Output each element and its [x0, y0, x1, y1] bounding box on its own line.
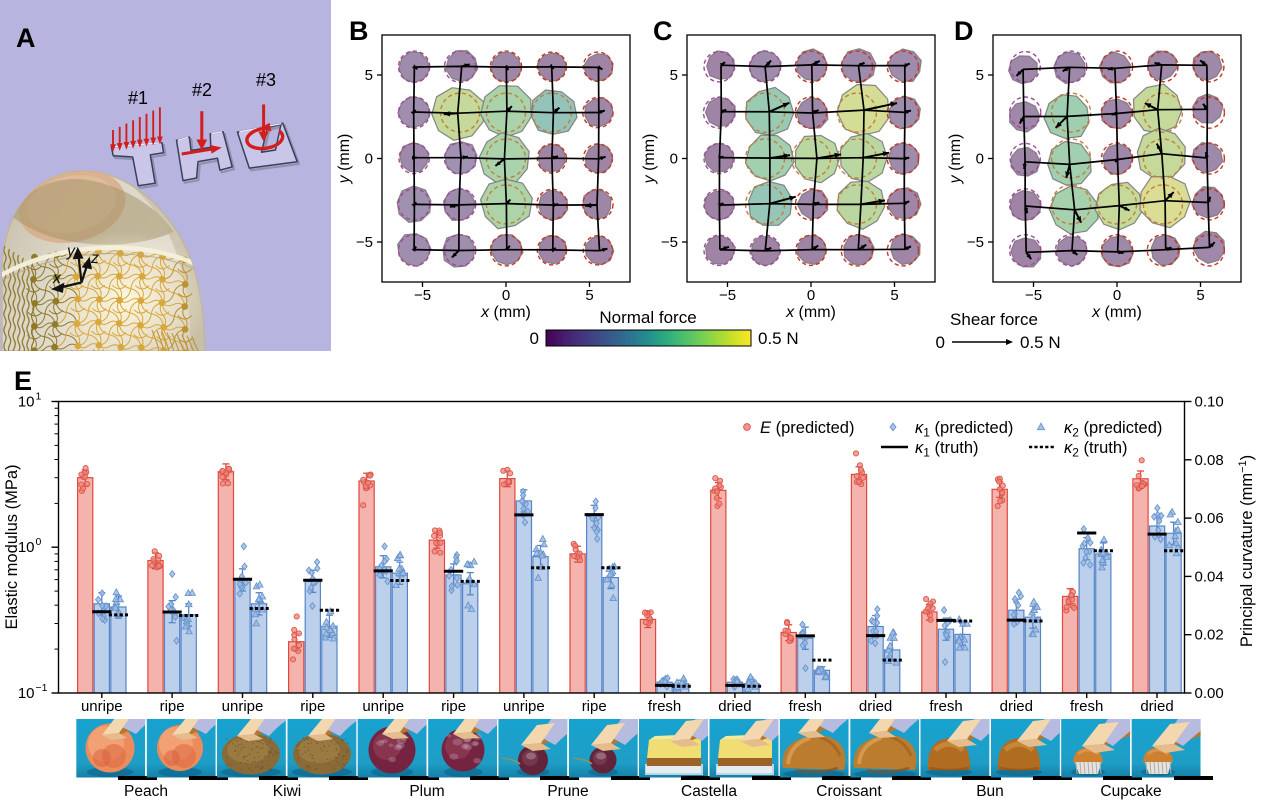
- svg-text:5: 5: [976, 67, 984, 84]
- svg-text:0.04: 0.04: [1195, 568, 1224, 585]
- svg-text:x: x: [52, 270, 62, 287]
- svg-text:Principal curvature (mm−1): Principal curvature (mm−1): [1237, 455, 1256, 647]
- svg-text:0.00: 0.00: [1195, 685, 1224, 702]
- svg-text:0.08: 0.08: [1195, 452, 1224, 469]
- svg-text:κ2 (predicted): κ2 (predicted): [1064, 419, 1162, 440]
- svg-text:y (mm): y (mm): [641, 134, 658, 185]
- svg-text:ripe: ripe: [582, 698, 607, 715]
- svg-text:#3: #3: [256, 70, 276, 90]
- svg-text:0: 0: [807, 287, 815, 304]
- svg-text:5: 5: [670, 67, 678, 84]
- svg-text:Bun: Bun: [976, 783, 1004, 800]
- svg-text:Kiwi: Kiwi: [273, 783, 301, 800]
- svg-text:E: E: [14, 366, 32, 396]
- svg-text:10: 10: [18, 394, 35, 411]
- svg-text:−5: −5: [719, 287, 736, 304]
- svg-text:unripe: unripe: [81, 698, 123, 715]
- svg-text:5: 5: [890, 287, 898, 304]
- svg-text:Plum: Plum: [409, 783, 444, 800]
- svg-text:dried: dried: [1000, 698, 1033, 715]
- svg-text:D: D: [954, 16, 974, 46]
- svg-text:Prune: Prune: [547, 783, 588, 800]
- svg-text:0: 0: [36, 536, 42, 548]
- svg-text:C: C: [653, 16, 673, 46]
- svg-text:Normal force: Normal force: [599, 308, 696, 327]
- svg-text:0.5 N: 0.5 N: [758, 329, 799, 348]
- svg-text:dried: dried: [859, 698, 892, 715]
- svg-text:0: 0: [530, 329, 539, 348]
- svg-text:κ1 (truth): κ1 (truth): [915, 439, 979, 460]
- svg-text:−5: −5: [967, 234, 984, 251]
- svg-text:0: 0: [502, 287, 510, 304]
- svg-text:B: B: [349, 16, 369, 46]
- svg-text:−5: −5: [1025, 287, 1042, 304]
- svg-text:ripe: ripe: [300, 698, 325, 715]
- svg-text:dried: dried: [1140, 698, 1173, 715]
- svg-text:unripe: unripe: [362, 698, 404, 715]
- svg-text:ripe: ripe: [160, 698, 185, 715]
- svg-text:Elastic modulus (MPa): Elastic modulus (MPa): [3, 464, 21, 629]
- svg-text:10: 10: [18, 539, 35, 556]
- svg-text:unripe: unripe: [503, 698, 545, 715]
- svg-text:0: 0: [670, 151, 678, 168]
- svg-text:fresh: fresh: [1070, 698, 1103, 715]
- svg-text:0.06: 0.06: [1195, 510, 1224, 527]
- svg-text:0: 0: [936, 333, 945, 352]
- svg-text:fresh: fresh: [789, 698, 822, 715]
- svg-text:−1: −1: [36, 682, 48, 694]
- svg-text:fresh: fresh: [929, 698, 962, 715]
- svg-text:κ2 (truth): κ2 (truth): [1064, 439, 1128, 460]
- svg-text:0: 0: [976, 151, 984, 168]
- svg-text:y: y: [66, 243, 76, 260]
- svg-text:ripe: ripe: [441, 698, 466, 715]
- svg-text:x (mm): x (mm): [785, 304, 836, 321]
- svg-text:z: z: [90, 250, 99, 267]
- svg-text:dried: dried: [718, 698, 751, 715]
- svg-text:5: 5: [1196, 287, 1204, 304]
- svg-text:10: 10: [18, 685, 35, 702]
- svg-text:unripe: unripe: [222, 698, 264, 715]
- svg-text:−5: −5: [414, 287, 431, 304]
- svg-text:x (mm): x (mm): [480, 304, 531, 321]
- svg-text:y (mm): y (mm): [336, 134, 353, 185]
- svg-text:#2: #2: [192, 80, 212, 100]
- svg-text:κ1 (predicted): κ1 (predicted): [915, 419, 1013, 440]
- svg-text:0.5 N: 0.5 N: [1020, 333, 1061, 352]
- svg-text:5: 5: [585, 287, 593, 304]
- svg-text:0: 0: [1113, 287, 1121, 304]
- svg-text:#1: #1: [128, 88, 148, 108]
- svg-text:x (mm): x (mm): [1091, 304, 1142, 321]
- svg-text:Castella: Castella: [681, 783, 737, 800]
- svg-text:A: A: [16, 23, 36, 53]
- svg-text:0.10: 0.10: [1195, 394, 1224, 411]
- svg-text:5: 5: [365, 67, 373, 84]
- svg-text:0.02: 0.02: [1195, 627, 1224, 644]
- svg-text:−5: −5: [356, 234, 373, 251]
- svg-text:fresh: fresh: [648, 698, 681, 715]
- svg-text:−5: −5: [661, 234, 678, 251]
- svg-text:Peach: Peach: [124, 783, 168, 800]
- svg-text:Shear force: Shear force: [950, 310, 1038, 329]
- svg-text:E (predicted): E (predicted): [760, 419, 854, 437]
- svg-text:Croissant: Croissant: [816, 783, 882, 800]
- svg-text:0: 0: [365, 151, 373, 168]
- svg-text:y (mm): y (mm): [947, 134, 964, 185]
- svg-text:1: 1: [36, 391, 42, 403]
- svg-text:Cupcake: Cupcake: [1100, 783, 1161, 800]
